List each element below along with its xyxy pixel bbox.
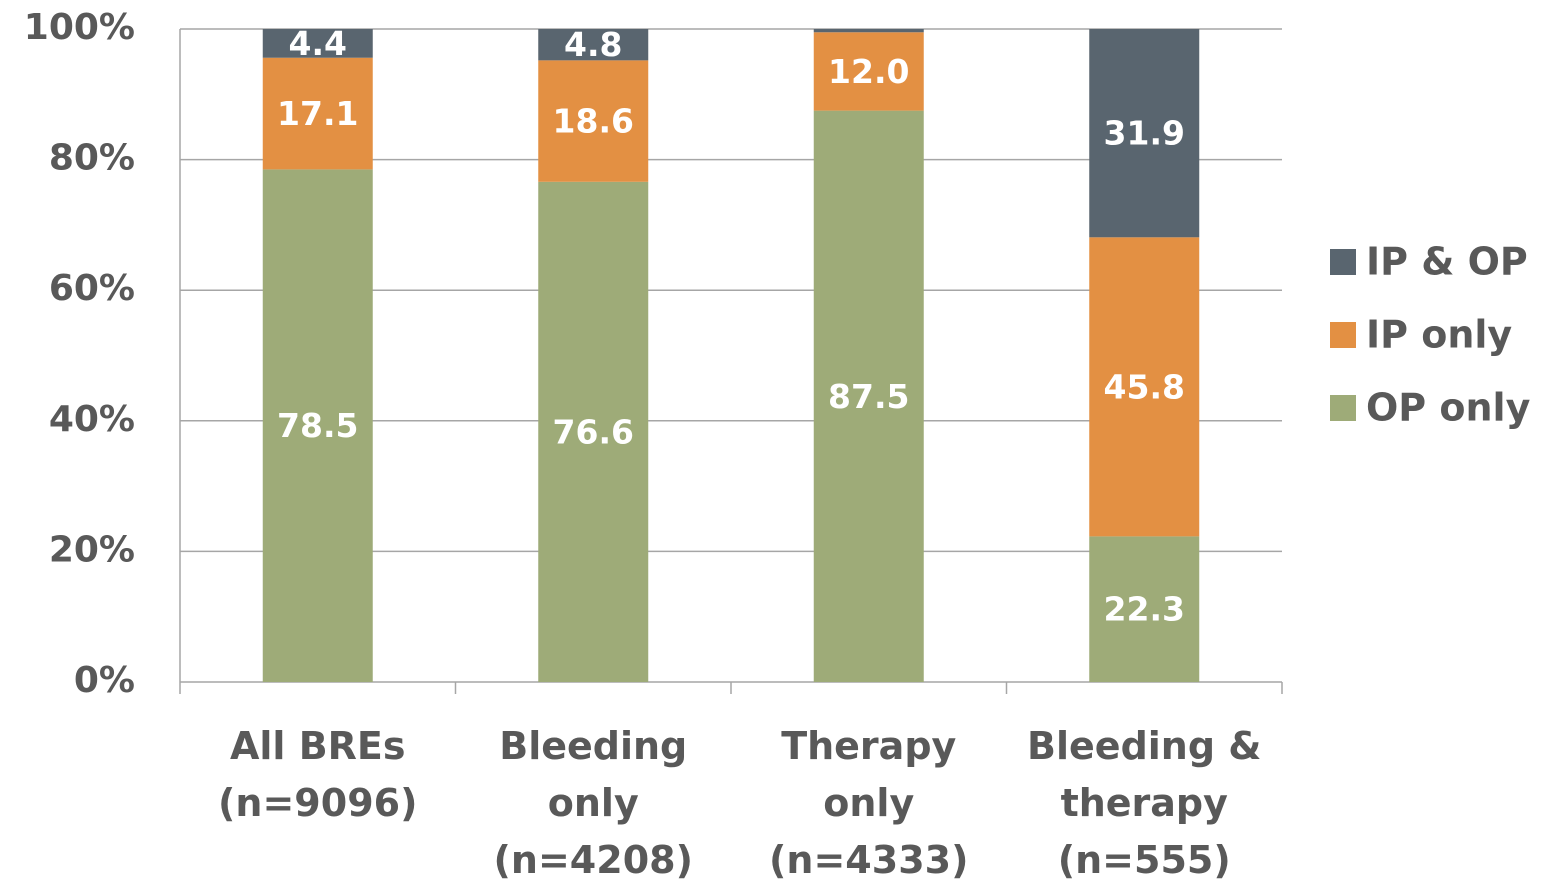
x-tick-label: All BREs (n=9096) <box>218 724 417 825</box>
data-label: 76.6 <box>553 412 634 451</box>
x-tick-label-line: (n=9096) <box>218 781 417 825</box>
x-tick-label: Therapy only (n=4333) <box>769 724 968 882</box>
bar-segment <box>262 29 373 58</box>
legend-label: OP only <box>1366 386 1531 430</box>
x-tick-label-line: (n=4208) <box>494 838 693 882</box>
y-tick-label: 0% <box>74 660 135 701</box>
bar-segment <box>813 110 924 682</box>
legend-label: IP & OP <box>1366 240 1528 284</box>
x-tick-label-line: Bleeding & <box>1027 724 1261 768</box>
y-tick-label: 20% <box>49 529 135 570</box>
x-tick-label: Bleeding & therapy (n=555) <box>1027 724 1261 882</box>
y-tick-label: 80% <box>49 138 135 179</box>
bar-segment <box>813 29 924 33</box>
x-tick-label-line: only <box>548 781 639 825</box>
bar-segment <box>538 181 649 682</box>
x-tick-label-line: Bleeding <box>499 724 687 768</box>
legend-swatch <box>1330 322 1356 348</box>
x-tick-label-line: therapy <box>1061 781 1229 825</box>
x-tick-label-line: (n=4333) <box>769 838 968 882</box>
y-tick-label: 100% <box>24 7 135 48</box>
x-tick-label-line: All BREs <box>230 724 406 768</box>
legend-swatch <box>1330 249 1356 275</box>
bar-segment <box>538 29 649 61</box>
bar-segment <box>1089 237 1200 537</box>
y-tick-label: 40% <box>49 399 135 440</box>
data-label: 45.8 <box>1104 367 1185 406</box>
data-label: 4.4 <box>289 24 347 63</box>
data-label: 31.9 <box>1104 114 1185 153</box>
data-label: 18.6 <box>553 102 634 141</box>
legend-label: IP only <box>1366 313 1512 357</box>
bar-segment <box>262 169 373 682</box>
data-label: 78.5 <box>277 406 358 445</box>
data-label: 17.1 <box>277 94 358 133</box>
x-tick-label-line: (n=555) <box>1058 838 1231 882</box>
bar-segment <box>1089 536 1200 682</box>
y-tick-label: 60% <box>49 268 135 309</box>
x-tick-label: Bleeding only (n=4208) <box>494 724 693 882</box>
data-label: 87.5 <box>828 377 909 416</box>
data-label: 4.8 <box>564 25 622 64</box>
x-tick-label-line: only <box>823 781 914 825</box>
data-label: 22.3 <box>1104 590 1185 629</box>
data-label: 12.0 <box>828 52 909 91</box>
bar-segment <box>538 60 649 182</box>
bar-segment <box>1089 29 1200 238</box>
x-tick-label-line: Therapy <box>781 724 956 768</box>
bar-segment <box>262 57 373 170</box>
bar-segment <box>813 32 924 111</box>
legend-swatch <box>1330 395 1356 421</box>
